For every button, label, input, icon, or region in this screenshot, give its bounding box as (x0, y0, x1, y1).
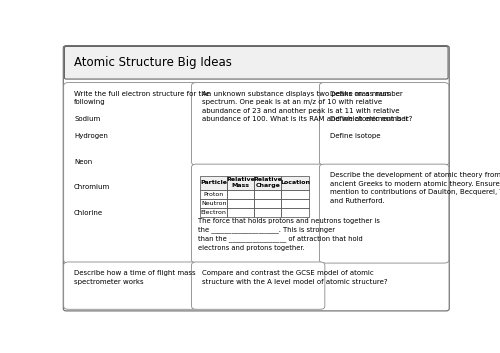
FancyBboxPatch shape (192, 83, 325, 165)
Bar (254, 199, 281, 208)
Bar (282, 175, 308, 190)
Text: Describe how a time of flight mass
spectrometer works: Describe how a time of flight mass spect… (74, 270, 196, 285)
Bar (227, 208, 254, 217)
Text: Proton: Proton (204, 192, 224, 197)
Bar (227, 190, 254, 199)
FancyBboxPatch shape (64, 262, 197, 309)
Text: The force that holds protons and neutrons together is
the ____________________. : The force that holds protons and neutron… (198, 218, 380, 251)
Text: Neutron: Neutron (201, 201, 226, 206)
Text: Relative
Charge: Relative Charge (254, 177, 282, 188)
Bar (282, 190, 308, 199)
Text: Define mass number


Define atomic number

Define isotope: Define mass number Define atomic number … (330, 91, 408, 139)
Text: Location: Location (280, 180, 310, 185)
Bar (254, 190, 281, 199)
Bar (254, 208, 281, 217)
Text: Relative
Mass: Relative Mass (226, 177, 255, 188)
Bar (200, 208, 227, 217)
Text: Particle: Particle (200, 180, 227, 185)
Bar (200, 175, 227, 190)
Bar (200, 199, 227, 208)
FancyBboxPatch shape (64, 83, 197, 263)
Bar (227, 199, 254, 208)
Text: Describe the development of atomic theory from the
ancient Greeks to modern atom: Describe the development of atomic theor… (330, 172, 500, 204)
FancyBboxPatch shape (192, 164, 325, 263)
Text: Compare and contrast the GCSE model of atomic
structure with the A level model o: Compare and contrast the GCSE model of a… (202, 270, 388, 285)
Text: Write the full electron structure for the
following

Sodium

Hydrogen


Neon


C: Write the full electron structure for th… (74, 91, 210, 216)
Text: Electron: Electron (200, 210, 226, 215)
Bar (200, 190, 227, 199)
Bar (282, 208, 308, 217)
Bar (254, 175, 281, 190)
Text: An unknown substance displays two peaks on a mass
spectrum. One peak is at an m/: An unknown substance displays two peaks … (202, 91, 412, 122)
Text: Atomic Structure Big Ideas: Atomic Structure Big Ideas (74, 56, 232, 69)
FancyBboxPatch shape (64, 47, 448, 79)
FancyBboxPatch shape (64, 46, 449, 311)
Bar (282, 199, 308, 208)
FancyBboxPatch shape (320, 164, 449, 263)
Bar (227, 175, 254, 190)
FancyBboxPatch shape (320, 83, 449, 165)
FancyBboxPatch shape (192, 262, 325, 309)
